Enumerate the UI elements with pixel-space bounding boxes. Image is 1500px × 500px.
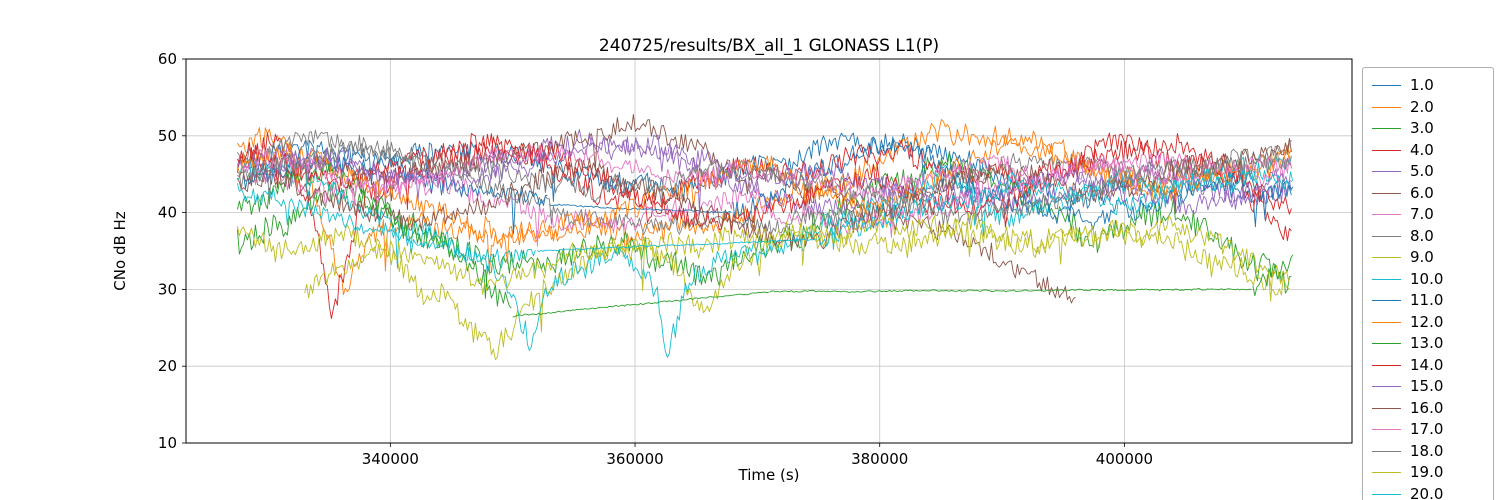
x-tick-label: 400000 bbox=[1096, 450, 1153, 468]
legend-line-sample bbox=[1372, 257, 1401, 259]
series-line-3.0 bbox=[236, 150, 1292, 299]
series-line-18.0 bbox=[237, 134, 1292, 226]
legend-item: 8.0 bbox=[1372, 226, 1484, 248]
legend-label: 4.0 bbox=[1410, 140, 1434, 159]
y-tick-label: 10 bbox=[158, 434, 177, 452]
legend-label: 8.0 bbox=[1410, 226, 1434, 245]
legend-line-sample bbox=[1372, 106, 1401, 108]
y-axis-label: CNo dB Hz bbox=[111, 211, 129, 291]
series-line-14.0 bbox=[237, 132, 1292, 235]
series-line-20.0 bbox=[818, 163, 1294, 247]
legend-line-sample bbox=[1372, 321, 1401, 323]
legend-line-sample bbox=[1372, 450, 1401, 452]
legend-label: 1.0 bbox=[1410, 76, 1434, 95]
series-line-20.0 bbox=[536, 238, 818, 252]
legend-line-sample bbox=[1372, 192, 1401, 194]
legend-item: 13.0 bbox=[1372, 333, 1484, 355]
legend-item: 7.0 bbox=[1372, 204, 1484, 226]
series-line-11.0 bbox=[732, 136, 1294, 231]
chart-title: 240725/results/BX_all_1 GLONASS L1(P) bbox=[598, 36, 940, 56]
axes-frame bbox=[185, 58, 1353, 444]
legend-label: 3.0 bbox=[1410, 119, 1434, 138]
legend-line-sample bbox=[1372, 300, 1401, 302]
legend-label: 19.0 bbox=[1410, 463, 1444, 482]
legend-line-sample bbox=[1372, 149, 1401, 151]
legend-item: 20.0 bbox=[1372, 484, 1484, 500]
legend-item: 5.0 bbox=[1372, 161, 1484, 183]
legend-line-sample bbox=[1372, 386, 1401, 388]
legend-line-sample bbox=[1372, 429, 1401, 431]
y-tick-label: 50 bbox=[158, 127, 177, 145]
series-line-13.0 bbox=[769, 288, 1252, 293]
legend-label: 9.0 bbox=[1410, 248, 1434, 267]
x-tick-label: 340000 bbox=[362, 450, 419, 468]
legend-line-sample bbox=[1372, 407, 1401, 409]
legend-label: 7.0 bbox=[1410, 205, 1434, 224]
y-tick-label: 60 bbox=[158, 50, 177, 68]
legend-item: 9.0 bbox=[1372, 247, 1484, 269]
x-tick-label: 380000 bbox=[851, 450, 908, 468]
legend-item: 15.0 bbox=[1372, 376, 1484, 398]
legend-line-sample bbox=[1372, 85, 1401, 87]
legend-line-sample bbox=[1372, 214, 1401, 216]
series-line-1.0 bbox=[236, 132, 1292, 228]
series-line-9.0 bbox=[236, 217, 1290, 361]
legend-line-sample bbox=[1372, 235, 1401, 237]
legend-line-sample bbox=[1372, 493, 1401, 495]
legend-label: 2.0 bbox=[1410, 97, 1434, 116]
series-line-13.0 bbox=[1252, 254, 1294, 297]
legend-label: 20.0 bbox=[1410, 484, 1444, 500]
legend-label: 11.0 bbox=[1410, 291, 1444, 310]
series-line-13.0 bbox=[236, 160, 512, 309]
legend-line-sample bbox=[1372, 278, 1401, 280]
legend-item: 2.0 bbox=[1372, 97, 1484, 119]
legend-item: 17.0 bbox=[1372, 419, 1484, 441]
y-tick-label: 20 bbox=[158, 357, 177, 375]
legend-line-sample bbox=[1372, 128, 1401, 130]
series-line-13.0 bbox=[512, 291, 769, 318]
legend-line-sample bbox=[1372, 343, 1401, 345]
y-tick-label: 30 bbox=[158, 280, 177, 298]
legend-label: 18.0 bbox=[1410, 441, 1444, 460]
series-line-16.0 bbox=[237, 137, 1292, 251]
legend-label: 16.0 bbox=[1410, 398, 1444, 417]
legend-label: 10.0 bbox=[1410, 269, 1444, 288]
series-line-20.0 bbox=[236, 183, 536, 269]
legend-label: 13.0 bbox=[1410, 334, 1444, 353]
legend-label: 5.0 bbox=[1410, 162, 1434, 181]
series-line-8.0 bbox=[237, 129, 1292, 236]
x-axis-label: Time (s) bbox=[738, 466, 800, 484]
legend-item: 4.0 bbox=[1372, 140, 1484, 162]
y-tick-label: 40 bbox=[158, 204, 177, 222]
legend-item: 14.0 bbox=[1372, 355, 1484, 377]
legend-item: 11.0 bbox=[1372, 290, 1484, 312]
series-line-11.0 bbox=[243, 150, 548, 235]
legend-label: 6.0 bbox=[1410, 183, 1434, 202]
legend-line-sample bbox=[1372, 364, 1401, 366]
legend-item: 10.0 bbox=[1372, 269, 1484, 291]
x-tick-label: 360000 bbox=[606, 450, 663, 468]
legend-label: 17.0 bbox=[1410, 420, 1444, 439]
legend-item: 3.0 bbox=[1372, 118, 1484, 140]
legend-item: 1.0 bbox=[1372, 75, 1484, 97]
legend-item: 18.0 bbox=[1372, 441, 1484, 463]
series-line-19.0 bbox=[304, 209, 1290, 302]
legend-label: 12.0 bbox=[1410, 312, 1444, 331]
legend-line-sample bbox=[1372, 472, 1401, 474]
legend-item: 19.0 bbox=[1372, 462, 1484, 484]
legend-item: 6.0 bbox=[1372, 183, 1484, 205]
legend-label: 14.0 bbox=[1410, 355, 1444, 374]
legend-item: 12.0 bbox=[1372, 312, 1484, 334]
legend-label: 15.0 bbox=[1410, 377, 1444, 396]
legend-item: 16.0 bbox=[1372, 398, 1484, 420]
legend: 1.0 2.0 3.0 4.0 5.0 6.0 7.0 8.0 9.0 10.0 11.0 12.0 1… bbox=[1362, 67, 1494, 500]
legend-line-sample bbox=[1372, 171, 1401, 173]
